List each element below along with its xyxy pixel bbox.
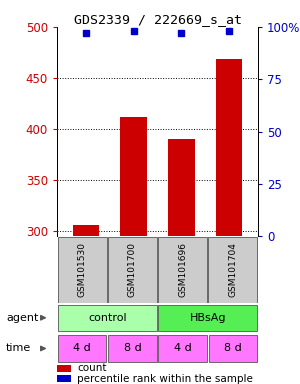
Bar bbox=[168, 139, 195, 236]
Bar bbox=[120, 117, 147, 236]
Bar bbox=[108, 335, 157, 362]
Text: GSM101704: GSM101704 bbox=[228, 242, 237, 297]
Text: count: count bbox=[77, 363, 106, 373]
Text: 4 d: 4 d bbox=[174, 343, 191, 354]
Text: 4 d: 4 d bbox=[73, 343, 91, 354]
Bar bbox=[58, 335, 106, 362]
Bar bbox=[158, 237, 207, 303]
Bar bbox=[108, 237, 157, 303]
Text: GSM101530: GSM101530 bbox=[78, 242, 87, 297]
Text: time: time bbox=[6, 343, 31, 354]
Bar bbox=[208, 237, 257, 303]
Text: GSM101696: GSM101696 bbox=[178, 242, 187, 297]
Text: HBsAg: HBsAg bbox=[190, 313, 226, 323]
Bar bbox=[58, 237, 106, 303]
Text: GSM101700: GSM101700 bbox=[128, 242, 137, 297]
Text: 8 d: 8 d bbox=[224, 343, 242, 354]
Text: percentile rank within the sample: percentile rank within the sample bbox=[77, 374, 253, 384]
Text: control: control bbox=[88, 313, 127, 323]
Bar bbox=[158, 305, 257, 331]
Text: 8 d: 8 d bbox=[124, 343, 141, 354]
Bar bbox=[73, 225, 99, 236]
Bar bbox=[209, 335, 257, 362]
Text: agent: agent bbox=[6, 313, 38, 323]
Bar bbox=[216, 58, 242, 236]
Bar bbox=[57, 364, 71, 372]
Bar bbox=[158, 335, 207, 362]
Bar bbox=[57, 375, 71, 382]
Title: GDS2339 / 222669_s_at: GDS2339 / 222669_s_at bbox=[74, 13, 242, 26]
Bar bbox=[58, 305, 157, 331]
